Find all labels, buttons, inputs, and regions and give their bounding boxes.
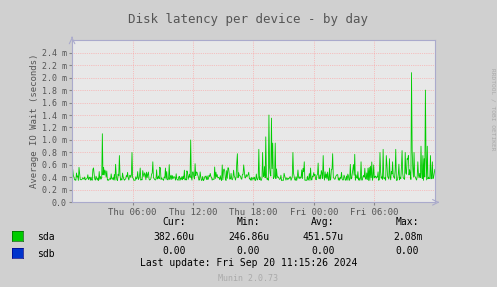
Text: 0.00: 0.00 (162, 246, 186, 256)
Y-axis label: Average IO Wait (seconds): Average IO Wait (seconds) (30, 54, 39, 189)
Text: RRDTOOL / TOBI OETIKER: RRDTOOL / TOBI OETIKER (491, 68, 496, 150)
Text: 382.60u: 382.60u (154, 232, 194, 242)
Text: Min:: Min: (237, 217, 260, 227)
Text: Last update: Fri Sep 20 11:15:26 2024: Last update: Fri Sep 20 11:15:26 2024 (140, 258, 357, 268)
Text: Disk latency per device - by day: Disk latency per device - by day (129, 13, 368, 26)
Text: Max:: Max: (396, 217, 419, 227)
Text: sdb: sdb (37, 249, 55, 259)
Text: 0.00: 0.00 (237, 246, 260, 256)
Text: Munin 2.0.73: Munin 2.0.73 (219, 274, 278, 283)
Text: 246.86u: 246.86u (228, 232, 269, 242)
Text: Avg:: Avg: (311, 217, 335, 227)
Text: 2.08m: 2.08m (393, 232, 422, 242)
Text: 451.57u: 451.57u (303, 232, 343, 242)
Text: Cur:: Cur: (162, 217, 186, 227)
Text: sda: sda (37, 232, 55, 242)
Text: 0.00: 0.00 (396, 246, 419, 256)
Text: 0.00: 0.00 (311, 246, 335, 256)
